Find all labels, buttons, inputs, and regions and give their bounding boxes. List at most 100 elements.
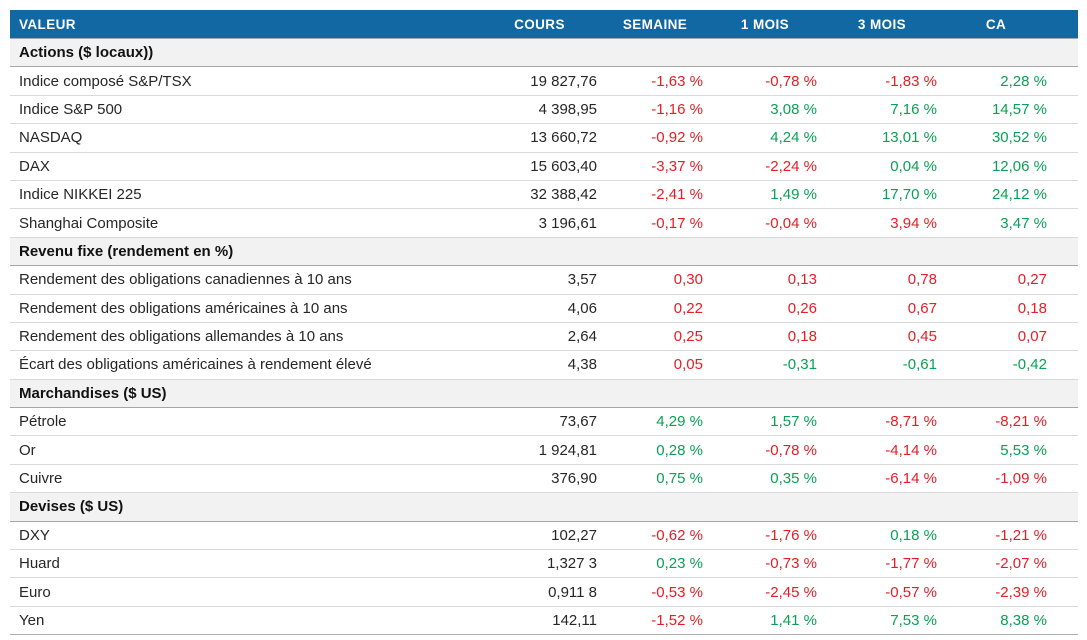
3mois-value: -0,61 [822, 350, 942, 380]
ca-value: 0,27 [942, 265, 1078, 295]
ca-value: 5,53 % [942, 435, 1078, 465]
3mois-value: 0,67 [822, 294, 942, 323]
market-summary-table: VALEUR COURS SEMAINE 1 MOIS 3 MOIS CA Ac… [10, 10, 1078, 636]
semaine-value: 0,22 [602, 294, 708, 323]
3mois-value: -1,83 % [822, 66, 942, 96]
1mois-value: -0,04 % [708, 208, 822, 238]
semaine-value: -2,41 % [602, 180, 708, 210]
section-row: Devises ($ US) [10, 492, 1078, 522]
1mois-value: 4,24 % [708, 123, 822, 153]
ca-value: 24,12 % [942, 180, 1078, 210]
ca-value: -8,21 % [942, 407, 1078, 437]
table-header: VALEUR COURS SEMAINE 1 MOIS 3 MOIS CA [10, 10, 1078, 39]
1mois-value: 1,57 % [708, 407, 822, 437]
col-header-semaine: SEMAINE [602, 10, 708, 39]
col-header-3mois: 3 MOIS [822, 10, 942, 39]
1mois-value: 0,35 % [708, 464, 822, 494]
ca-value: 14,57 % [942, 95, 1078, 125]
ca-value: 30,52 % [942, 123, 1078, 153]
semaine-value: 0,75 % [602, 464, 708, 494]
semaine-value: -0,62 % [602, 521, 708, 551]
table-row: Indice composé S&P/TSX 19 827,76 -1,63 % -0… [10, 66, 1078, 96]
row-label: Écart des obligations américaines à rend… [10, 350, 477, 380]
table-row: Rendement des obligations allemandes à 1… [10, 322, 1078, 352]
row-label: Indice composé S&P/TSX [10, 66, 477, 96]
table-row: Pétrole 73,67 4,29 % 1,57 % -8,71 % -8,21 % [10, 407, 1078, 437]
ca-value: 2,28 % [942, 66, 1078, 96]
1mois-value: -2,24 % [708, 152, 822, 181]
1mois-value: -0,73 % [708, 549, 822, 579]
3mois-value: 3,94 % [822, 208, 942, 238]
col-header-valeur: VALEUR [10, 10, 477, 39]
1mois-value: -2,45 % [708, 577, 822, 607]
table-row: Écart des obligations américaines à rend… [10, 350, 1078, 380]
row-label: NASDAQ [10, 123, 477, 153]
semaine-value: -0,92 % [602, 123, 708, 153]
semaine-value: 4,29 % [602, 407, 708, 437]
cours-value: 15 603,40 [477, 152, 602, 181]
ca-value: -1,09 % [942, 464, 1078, 494]
row-label: Shanghai Composite [10, 208, 477, 238]
1mois-value: 0,18 [708, 322, 822, 352]
table-row: NASDAQ 13 660,72 -0,92 % 4,24 % 13,01 % 30,52… [10, 123, 1078, 153]
3mois-value: 7,53 % [822, 606, 942, 636]
row-label: Rendement des obligations allemandes à 1… [10, 322, 477, 352]
ca-value: 0,07 [942, 322, 1078, 352]
row-label: Pétrole [10, 407, 477, 437]
semaine-value: -0,53 % [602, 577, 708, 607]
section-title: Revenu fixe (rendement en %) [10, 236, 1078, 267]
ca-value: -2,39 % [942, 577, 1078, 607]
row-label: Rendement des obligations canadiennes à … [10, 265, 477, 295]
cours-value: 102,27 [477, 521, 602, 551]
row-label: Huard [10, 549, 477, 579]
cours-value: 142,11 [477, 606, 602, 636]
cours-value: 2,64 [477, 322, 602, 352]
table-row: Cuivre 376,90 0,75 % 0,35 % -6,14 % -1,09 % [10, 464, 1078, 494]
row-label: Indice NIKKEI 225 [10, 180, 477, 210]
1mois-value: 3,08 % [708, 95, 822, 125]
1mois-value: -1,76 % [708, 521, 822, 551]
section-title: Marchandises ($ US) [10, 378, 1078, 409]
3mois-value: 13,01 % [822, 123, 942, 153]
row-label: Or [10, 435, 477, 465]
1mois-value: -0,31 [708, 350, 822, 380]
cours-value: 73,67 [477, 407, 602, 437]
row-label: Yen [10, 606, 477, 636]
row-label: Indice S&P 500 [10, 95, 477, 125]
3mois-value: -0,57 % [822, 577, 942, 607]
1mois-value: 0,13 [708, 265, 822, 295]
table-row: Rendement des obligations canadiennes à … [10, 265, 1078, 295]
table-row: Or 1 924,81 0,28 % -0,78 % -4,14 % 5,53 % [10, 435, 1078, 465]
section-row: Revenu fixe (rendement en %) [10, 236, 1078, 267]
cours-value: 1,327 3 [477, 549, 602, 579]
row-label: Rendement des obligations américaines à … [10, 294, 477, 323]
3mois-value: 0,78 [822, 265, 942, 295]
ca-value: -2,07 % [942, 549, 1078, 579]
semaine-value: -1,52 % [602, 606, 708, 636]
section-title: Devises ($ US) [10, 492, 1078, 522]
table-row: Shanghai Composite 3 196,61 -0,17 % -0,04 %… [10, 208, 1078, 238]
ca-value: -1,21 % [942, 521, 1078, 551]
1mois-value: 1,41 % [708, 606, 822, 636]
table-row: Yen 142,11 -1,52 % 1,41 % 7,53 % 8,38 % [10, 606, 1078, 636]
table-row: DXY 102,27 -0,62 % -1,76 % 0,18 % -1,21 % [10, 521, 1078, 551]
section-row: Marchandises ($ US) [10, 378, 1078, 409]
table-row: Rendement des obligations américaines à … [10, 294, 1078, 323]
cours-value: 0,911 8 [477, 577, 602, 607]
3mois-value: -1,77 % [822, 549, 942, 579]
semaine-value: 0,25 [602, 322, 708, 352]
table-row: Huard 1,327 3 0,23 % -0,73 % -1,77 % -2,07 % [10, 549, 1078, 579]
col-header-ca: CA [942, 10, 1078, 39]
market-summary-table-wrap: VALEUR COURS SEMAINE 1 MOIS 3 MOIS CA Ac… [10, 10, 1078, 636]
3mois-value: 7,16 % [822, 95, 942, 125]
3mois-value: -4,14 % [822, 435, 942, 465]
table-body: Actions ($ locaux)) Indice composé S&P/TS… [10, 37, 1078, 636]
1mois-value: 1,49 % [708, 180, 822, 210]
cours-value: 19 827,76 [477, 66, 602, 96]
cours-value: 4,06 [477, 294, 602, 323]
ca-value: 3,47 % [942, 208, 1078, 238]
section-title: Actions ($ locaux)) [10, 37, 1078, 68]
table-row: Indice S&P 500 4 398,95 -1,16 % 3,08 % 7,16 … [10, 95, 1078, 125]
ca-value: 8,38 % [942, 606, 1078, 636]
semaine-value: -1,63 % [602, 66, 708, 96]
